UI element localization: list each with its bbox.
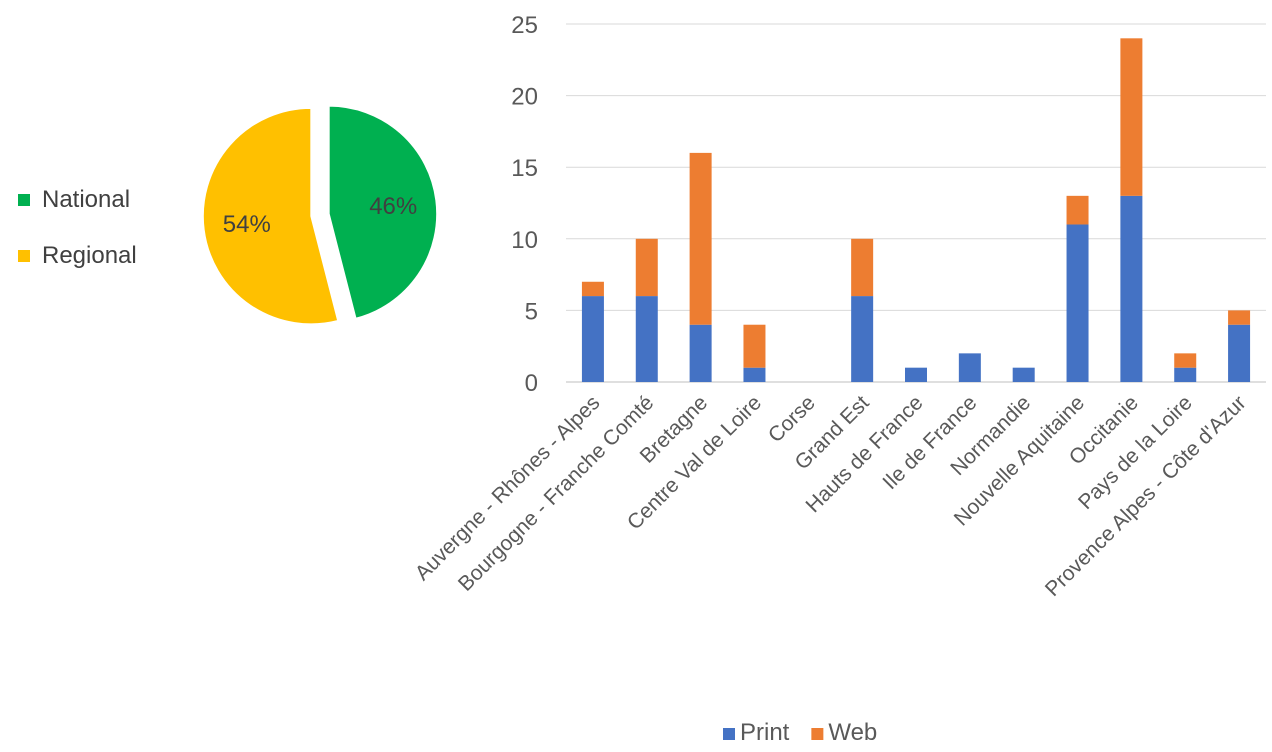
pie-slice-regional bbox=[202, 107, 339, 325]
bar-print-hauts-de-france bbox=[905, 367, 927, 382]
y-tick-label: 5 bbox=[525, 298, 538, 325]
bar-print-bourgogne-franche-comte bbox=[635, 296, 658, 382]
pie-legend-label: National bbox=[42, 186, 131, 213]
bar-print-auvergne-rhones-alpes bbox=[581, 296, 604, 382]
bar-print-provence-alpes-cote-d-azur bbox=[1228, 324, 1251, 382]
pie-legend-label: Regional bbox=[42, 242, 137, 269]
bar-web-grand-est bbox=[851, 238, 874, 297]
bar-web-bourgogne-franche-comte bbox=[635, 238, 658, 297]
x-tick-label: Bourgogne - Franche Comté bbox=[454, 391, 658, 595]
bar-print-grand-est bbox=[851, 296, 874, 382]
bar-print-ile-de-france bbox=[958, 353, 981, 382]
bar-web-occitanie bbox=[1120, 38, 1143, 196]
bar-print-occitanie bbox=[1120, 195, 1143, 382]
legend-swatch-print bbox=[723, 728, 735, 740]
bar-web-auvergne-rhones-alpes bbox=[581, 281, 604, 297]
bar-print-normandie bbox=[1012, 367, 1035, 382]
pie-slice-national bbox=[328, 105, 438, 320]
y-tick-label: 10 bbox=[511, 227, 538, 254]
y-tick-label: 0 bbox=[525, 370, 538, 397]
pie-legend-swatch bbox=[18, 194, 30, 206]
bar-web-centre-val-de-loire bbox=[743, 324, 766, 368]
pie-legend: National Regional bbox=[18, 172, 137, 284]
pie-legend-item-national: National bbox=[18, 172, 137, 228]
y-tick-label: 20 bbox=[511, 84, 538, 111]
bar-print-centre-val-de-loire bbox=[743, 367, 766, 382]
x-tick-label: Ile de France bbox=[878, 391, 981, 494]
bar-print-bretagne bbox=[689, 324, 712, 382]
bar-web-nouvelle-aquitaine bbox=[1066, 195, 1089, 225]
pie-chart: 46% 54% bbox=[202, 105, 438, 325]
bar-web-bretagne bbox=[689, 152, 712, 325]
pie-legend-swatch bbox=[18, 250, 30, 262]
bar-print-nouvelle-aquitaine bbox=[1066, 224, 1089, 382]
legend-swatch-web bbox=[811, 728, 824, 740]
bar-print-pays-de-la-loire bbox=[1174, 367, 1197, 382]
y-tick-label: 15 bbox=[511, 155, 538, 182]
bar-web-provence-alpes-cote-d-azur bbox=[1228, 310, 1251, 325]
legend-label-print: Print bbox=[740, 719, 790, 746]
pie-legend-item-regional: Regional bbox=[18, 228, 137, 284]
y-tick-label: 25 bbox=[511, 12, 538, 39]
pie-data-label-regional: 54% bbox=[223, 211, 271, 238]
legend-label-web: Web bbox=[828, 719, 877, 746]
pie-data-label-national: 46% bbox=[369, 193, 417, 220]
bar-web-pays-de-la-loire bbox=[1174, 353, 1197, 368]
